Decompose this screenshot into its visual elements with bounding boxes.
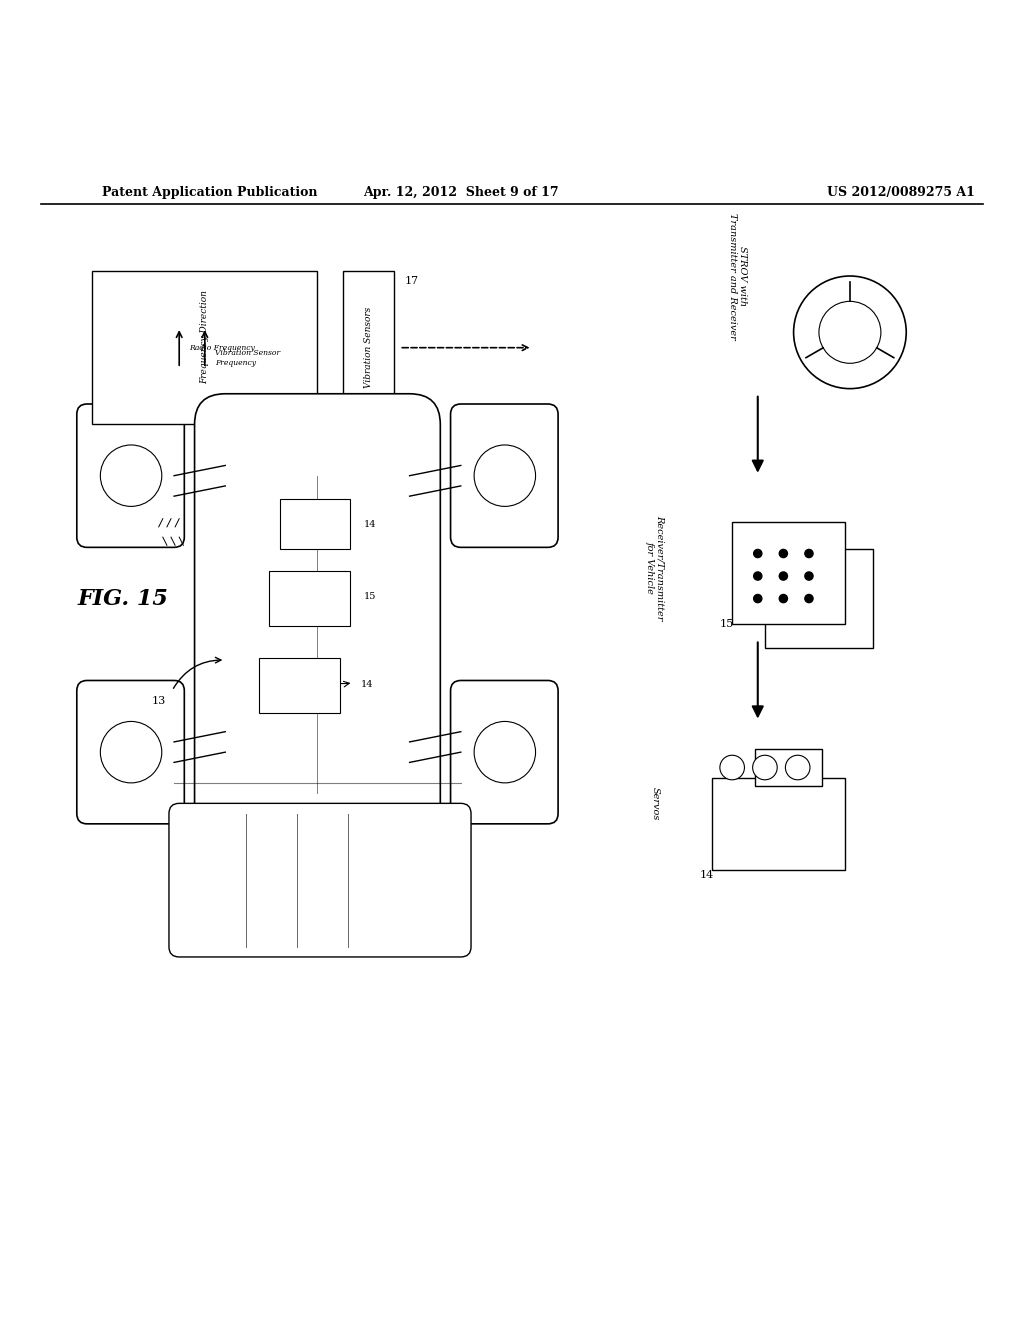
FancyBboxPatch shape: [259, 657, 340, 713]
Circle shape: [100, 722, 162, 783]
Text: Vibration Sensors: Vibration Sensors: [365, 308, 373, 388]
Circle shape: [805, 549, 813, 557]
FancyBboxPatch shape: [343, 271, 394, 425]
FancyBboxPatch shape: [451, 404, 558, 548]
FancyBboxPatch shape: [732, 521, 845, 624]
FancyBboxPatch shape: [77, 404, 184, 548]
Text: 14: 14: [699, 870, 714, 880]
Text: Servos: Servos: [651, 787, 659, 820]
Circle shape: [805, 572, 813, 579]
Text: Apr. 12, 2012  Sheet 9 of 17: Apr. 12, 2012 Sheet 9 of 17: [362, 186, 559, 198]
Text: Frequency Direction: Frequency Direction: [201, 290, 209, 384]
Text: Radio Frequency: Radio Frequency: [189, 343, 255, 351]
Text: Vibration Sensor
Frequency: Vibration Sensor Frequency: [215, 350, 281, 367]
Text: 14: 14: [364, 520, 376, 529]
Circle shape: [754, 549, 762, 557]
Text: 17: 17: [404, 276, 419, 286]
FancyBboxPatch shape: [269, 572, 350, 626]
Text: 15: 15: [720, 619, 734, 630]
Text: US 2012/0089275 A1: US 2012/0089275 A1: [827, 186, 975, 198]
Circle shape: [100, 445, 162, 507]
Circle shape: [753, 755, 777, 780]
Circle shape: [779, 594, 787, 603]
Circle shape: [819, 301, 881, 363]
Circle shape: [785, 755, 810, 780]
FancyBboxPatch shape: [765, 549, 873, 648]
FancyBboxPatch shape: [169, 804, 471, 957]
Circle shape: [779, 549, 787, 557]
Circle shape: [754, 594, 762, 603]
FancyBboxPatch shape: [451, 681, 558, 824]
Text: STROV with
Transmitter and Receiver: STROV with Transmitter and Receiver: [728, 213, 746, 339]
Text: 14: 14: [360, 680, 373, 689]
Circle shape: [474, 722, 536, 783]
Text: 13: 13: [152, 696, 166, 706]
FancyBboxPatch shape: [92, 271, 317, 425]
Circle shape: [720, 755, 744, 780]
Text: FIG. 15: FIG. 15: [78, 587, 168, 610]
FancyBboxPatch shape: [77, 681, 184, 824]
FancyBboxPatch shape: [195, 393, 440, 865]
FancyBboxPatch shape: [712, 777, 845, 870]
Circle shape: [754, 572, 762, 579]
Circle shape: [794, 276, 906, 388]
Text: Receiver/Transmitter
for Vehicle: Receiver/Transmitter for Vehicle: [646, 515, 665, 620]
Circle shape: [805, 594, 813, 603]
Circle shape: [779, 572, 787, 579]
Text: Patent Application Publication: Patent Application Publication: [102, 186, 317, 198]
FancyBboxPatch shape: [755, 748, 822, 785]
Circle shape: [474, 445, 536, 507]
FancyBboxPatch shape: [280, 499, 350, 549]
Text: 15: 15: [364, 591, 376, 601]
